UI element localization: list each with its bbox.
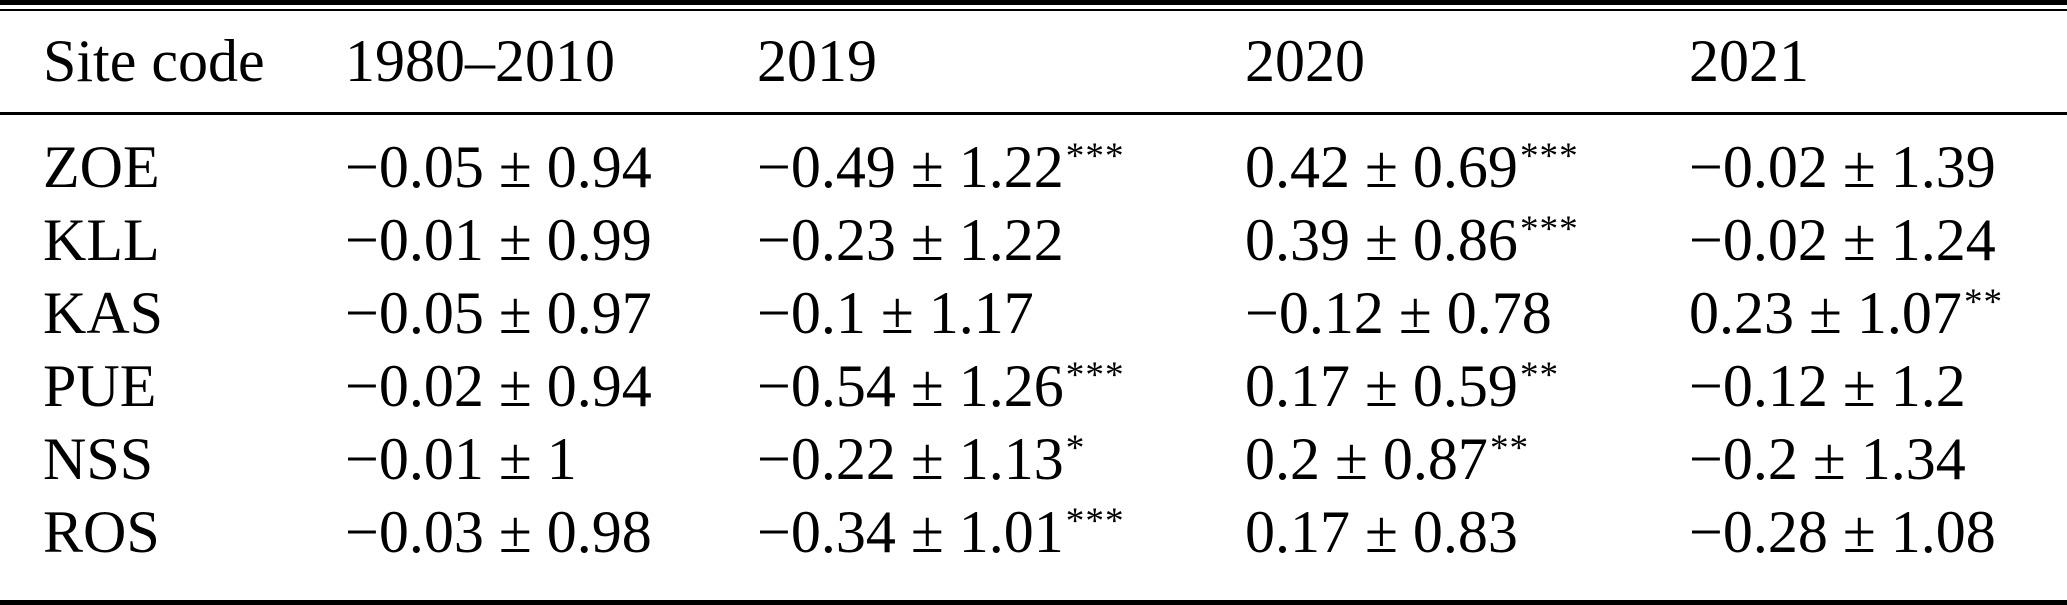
bottom-spacer	[0, 569, 2067, 600]
col-header-site-code: Site code	[43, 28, 265, 94]
value-cell: −0.02 ± 1.24	[1689, 206, 2067, 275]
value-cell: 0.39 ± 0.86***	[1245, 206, 1689, 275]
value-cell: −0.49 ± 1.22***	[757, 133, 1245, 202]
site-code-cell: ROS	[43, 499, 160, 565]
cell-value: 0.17 ± 0.83	[1245, 499, 1518, 565]
value-cell: −0.1 ± 1.17	[757, 279, 1245, 348]
cell-value: −0.23 ± 1.22	[757, 207, 1064, 273]
significance-stars: *	[1065, 427, 1086, 469]
significance-stars: **	[1519, 354, 1560, 396]
cell-value: −0.28 ± 1.08	[1689, 499, 1996, 565]
cell-value: 0.23 ± 1.07	[1689, 280, 1962, 346]
table-row-nss: NSS −0.01 ± 1 −0.22 ± 1.13* 0.2 ± 0.87**…	[0, 423, 2067, 496]
significance-stars: ***	[1065, 135, 1125, 177]
cell-value: 0.39 ± 0.86	[1245, 207, 1518, 273]
value-cell: −0.34 ± 1.01***	[757, 498, 1245, 567]
value-cell: −0.2 ± 1.34	[1689, 425, 2067, 494]
cell-value: −0.02 ± 0.94	[345, 353, 652, 419]
significance-stars: ***	[1065, 354, 1125, 396]
significance-stars: ***	[1065, 500, 1125, 542]
value-cell: 0.17 ± 0.83	[1245, 498, 1689, 567]
value-cell: −0.22 ± 1.13*	[757, 425, 1245, 494]
site-code-cell: PUE	[43, 353, 157, 419]
col-header-2019: 2019	[757, 28, 877, 94]
header-separator-rule	[0, 112, 2067, 115]
value-cell: −0.12 ± 0.78	[1245, 279, 1689, 348]
cell-value: −0.02 ± 1.24	[1689, 207, 1996, 273]
table-bottom-rule	[0, 600, 2067, 605]
table-top-rule-thick	[0, 0, 2067, 5]
value-cell: −0.23 ± 1.22	[757, 206, 1245, 275]
header-row: Site code 1980–2010 2019 2020 2021	[0, 11, 2067, 112]
cell-value: −0.01 ± 1	[345, 426, 577, 492]
significance-stars: ***	[1519, 135, 1579, 177]
cell-value: −0.05 ± 0.97	[345, 280, 652, 346]
value-cell: −0.28 ± 1.08	[1689, 498, 2067, 567]
value-cell: −0.02 ± 1.39	[1689, 133, 2067, 202]
value-cell: 0.2 ± 0.87**	[1245, 425, 1689, 494]
value-cell: −0.54 ± 1.26***	[757, 352, 1245, 421]
cell-value: −0.49 ± 1.22	[757, 134, 1064, 200]
cell-value: −0.12 ± 0.78	[1245, 280, 1552, 346]
site-code-cell: ZOE	[43, 134, 160, 200]
value-cell: −0.12 ± 1.2	[1689, 352, 2067, 421]
cell-value: −0.34 ± 1.01	[757, 499, 1064, 565]
value-cell: −0.02 ± 0.94	[345, 352, 757, 421]
site-code-cell: KAS	[43, 280, 164, 346]
significance-stars: **	[1963, 281, 2004, 323]
value-cell: −0.01 ± 0.99	[345, 206, 757, 275]
col-header-2020: 2020	[1245, 28, 1365, 94]
significance-stars: **	[1489, 427, 1530, 469]
value-cell: 0.23 ± 1.07**	[1689, 279, 2067, 348]
body-top-spacer	[0, 115, 2067, 131]
cell-value: −0.1 ± 1.17	[757, 280, 1034, 346]
table-row-zoe: ZOE −0.05 ± 0.94 −0.49 ± 1.22*** 0.42 ± …	[0, 131, 2067, 204]
value-cell: −0.05 ± 0.97	[345, 279, 757, 348]
cell-value: −0.22 ± 1.13	[757, 426, 1064, 492]
table-top-rule-thin	[0, 9, 2067, 11]
cell-value: −0.54 ± 1.26	[757, 353, 1064, 419]
value-cell: −0.03 ± 0.98	[345, 498, 757, 567]
cell-value: −0.02 ± 1.39	[1689, 134, 1996, 200]
value-cell: 0.17 ± 0.59**	[1245, 352, 1689, 421]
significance-stars: ***	[1519, 208, 1579, 250]
value-cell: 0.42 ± 0.69***	[1245, 133, 1689, 202]
table-row-pue: PUE −0.02 ± 0.94 −0.54 ± 1.26*** 0.17 ± …	[0, 350, 2067, 423]
site-code-cell: NSS	[43, 426, 154, 492]
cell-value: −0.05 ± 0.94	[345, 134, 652, 200]
site-code-cell: KLL	[43, 207, 160, 273]
col-header-1980-2010: 1980–2010	[345, 28, 615, 94]
table-row-kll: KLL −0.01 ± 0.99 −0.23 ± 1.22 0.39 ± 0.8…	[0, 204, 2067, 277]
cell-value: 0.42 ± 0.69	[1245, 134, 1518, 200]
cell-value: −0.12 ± 1.2	[1689, 353, 1966, 419]
cell-value: −0.01 ± 0.99	[345, 207, 652, 273]
table-row-ros: ROS −0.03 ± 0.98 −0.34 ± 1.01*** 0.17 ± …	[0, 496, 2067, 569]
col-header-2021: 2021	[1689, 28, 1809, 94]
table-row-kas: KAS −0.05 ± 0.97 −0.1 ± 1.17 −0.12 ± 0.7…	[0, 277, 2067, 350]
cell-value: 0.17 ± 0.59	[1245, 353, 1518, 419]
value-cell: −0.01 ± 1	[345, 425, 757, 494]
value-cell: −0.05 ± 0.94	[345, 133, 757, 202]
cell-value: −0.03 ± 0.98	[345, 499, 652, 565]
cell-value: −0.2 ± 1.34	[1689, 426, 1966, 492]
cell-value: 0.2 ± 0.87	[1245, 426, 1488, 492]
